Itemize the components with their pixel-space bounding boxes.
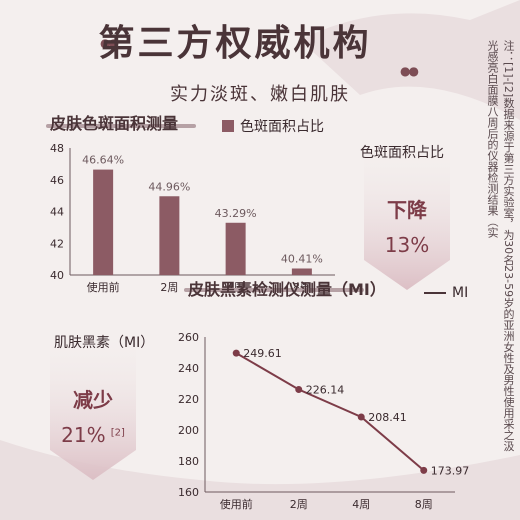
- line-data-label: 249.61: [243, 347, 282, 360]
- footnote-vertical: 注：[1]-[2]数据来源于第三方实验室，为30名23-59岁的亚洲女性及男性使…: [486, 40, 515, 452]
- line-legend-swatch: [424, 292, 446, 294]
- bar-legend-label: 色斑面积占比: [240, 119, 324, 135]
- line-data-label: 208.41: [368, 411, 407, 424]
- bar-data-label: 44.96%: [148, 180, 190, 193]
- line-x-tick-label: 2周: [290, 498, 308, 511]
- bar-y-tick-label: 48: [50, 142, 64, 155]
- line-chart-title-underline: [184, 288, 364, 292]
- line-point-1: [295, 385, 303, 393]
- line-x-tick-label: 4周: [352, 498, 370, 511]
- line-y-tick-label: 180: [178, 455, 199, 468]
- melanin-callout: 肌肤黑素（MI） 减少 21% [2]: [50, 332, 155, 447]
- line-y-tick-label: 220: [178, 393, 199, 406]
- bar-chart-legend: 色斑面积占比: [222, 116, 324, 136]
- bar-0: [93, 169, 114, 275]
- bar-data-label: 46.64%: [82, 154, 124, 167]
- melanin-callout-value: 21%: [61, 423, 106, 447]
- line-point-3: [420, 466, 428, 474]
- bar-x-tick-label: 2周: [160, 281, 178, 294]
- bar-1: [159, 196, 180, 275]
- page-title: 第三方权威机构: [98, 22, 372, 64]
- bar-y-tick-label: 44: [50, 206, 64, 219]
- line-point-0: [232, 349, 240, 357]
- bar-3: [291, 268, 312, 275]
- line-data-label: 173.97: [431, 464, 470, 477]
- bar-chart-title: 皮肤色斑面积测量: [50, 114, 179, 133]
- title-decoration-left: ●●: [100, 36, 119, 50]
- spots-callout-label: 色斑面积占比: [360, 145, 444, 161]
- page-subtitle: 实力淡斑、嫩白肌肤: [170, 84, 350, 105]
- melanin-callout-verb: 减少: [73, 388, 113, 412]
- line-data-label: 226.14: [306, 383, 345, 396]
- bar-y-tick-label: 42: [50, 237, 64, 250]
- line-y-tick-label: 240: [178, 362, 199, 375]
- line-x-tick-label: 8周: [415, 498, 433, 511]
- melanin-callout-ref: [2]: [110, 427, 125, 439]
- spots-callout-verb: 下降: [387, 198, 427, 222]
- line-legend-label: MI: [452, 285, 469, 301]
- line-chart-title: 皮肤黑素检测仪测量（MI）: [188, 280, 386, 299]
- bar-2: [225, 222, 246, 275]
- bar-y-tick-label: 40: [50, 269, 64, 282]
- line-x-tick-label: 使用前: [220, 497, 253, 511]
- spots-callout: 色斑面积占比 下降 13%: [360, 142, 450, 257]
- line-series-mi: [235, 352, 425, 472]
- line-y-tick-label: 200: [178, 424, 199, 437]
- line-point-2: [357, 413, 365, 421]
- bar-x-tick-label: 使用前: [87, 280, 120, 294]
- bar-chart-title-underline: [46, 124, 196, 128]
- line-y-tick-label: 260: [178, 331, 199, 344]
- bar-data-label: 43.29%: [215, 207, 257, 220]
- melanin-callout-label: 肌肤黑素（MI）: [54, 335, 155, 351]
- bar-legend-swatch: [222, 120, 234, 132]
- bar-y-tick-label: 46: [50, 174, 64, 187]
- title-decoration-right: ●●: [400, 64, 419, 78]
- line-chart-legend: MI: [424, 285, 468, 301]
- line-y-tick-label: 160: [178, 486, 199, 499]
- bar-data-label: 40.41%: [281, 252, 323, 265]
- spots-callout-value: 13%: [384, 233, 430, 257]
